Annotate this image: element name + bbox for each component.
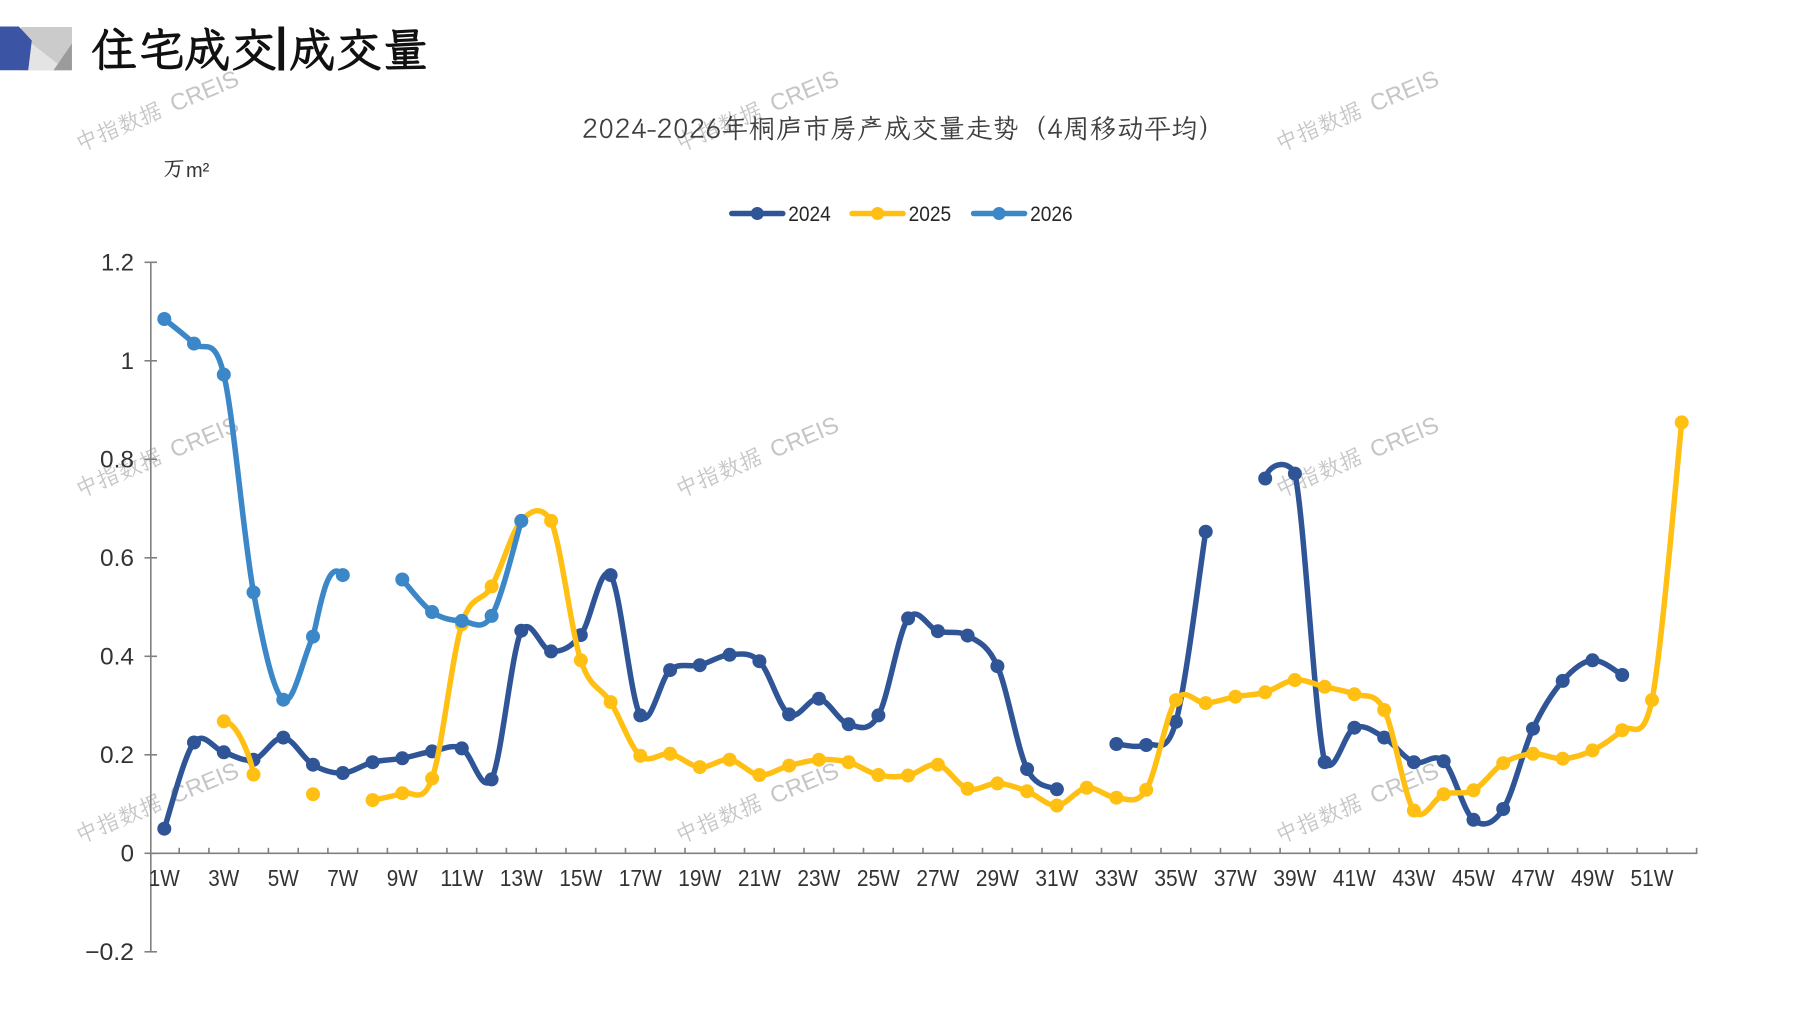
- svg-text:47W: 47W: [1512, 865, 1556, 891]
- svg-text:37W: 37W: [1214, 865, 1258, 891]
- svg-text:11W: 11W: [440, 865, 484, 891]
- svg-text:2025: 2025: [909, 202, 952, 226]
- svg-text:1: 1: [121, 348, 134, 375]
- svg-text:29W: 29W: [976, 865, 1020, 891]
- svg-text:0: 0: [121, 840, 134, 867]
- svg-text:27W: 27W: [916, 865, 960, 891]
- svg-text:7W: 7W: [327, 865, 359, 891]
- svg-text:21W: 21W: [738, 865, 782, 891]
- svg-text:1.2: 1.2: [101, 249, 134, 276]
- svg-text:3W: 3W: [208, 865, 240, 891]
- svg-text:45W: 45W: [1452, 865, 1496, 891]
- svg-text:35W: 35W: [1154, 865, 1198, 891]
- svg-text:1W: 1W: [149, 865, 181, 891]
- svg-text:33W: 33W: [1095, 865, 1139, 891]
- svg-text:39W: 39W: [1273, 865, 1317, 891]
- svg-text:43W: 43W: [1392, 865, 1436, 891]
- svg-text:41W: 41W: [1333, 865, 1377, 891]
- svg-text:2024: 2024: [788, 202, 831, 226]
- svg-text:0.4: 0.4: [100, 643, 134, 670]
- svg-text:0.2: 0.2: [100, 742, 134, 769]
- svg-text:13W: 13W: [500, 865, 544, 891]
- svg-text:49W: 49W: [1571, 865, 1615, 891]
- svg-text:51W: 51W: [1631, 865, 1675, 891]
- svg-text:23W: 23W: [797, 865, 841, 891]
- svg-text:5W: 5W: [268, 865, 300, 891]
- svg-text:15W: 15W: [559, 865, 603, 891]
- svg-text:2026: 2026: [1030, 202, 1073, 226]
- svg-text:m²: m²: [186, 160, 210, 182]
- svg-text:0.8: 0.8: [100, 446, 134, 473]
- svg-text:17W: 17W: [619, 865, 663, 891]
- svg-text:31W: 31W: [1035, 865, 1079, 891]
- svg-text:25W: 25W: [857, 865, 901, 891]
- svg-text:9W: 9W: [387, 865, 419, 891]
- svg-text:0.6: 0.6: [100, 545, 134, 572]
- svg-text:−0.2: −0.2: [85, 939, 134, 966]
- svg-text:19W: 19W: [678, 865, 722, 891]
